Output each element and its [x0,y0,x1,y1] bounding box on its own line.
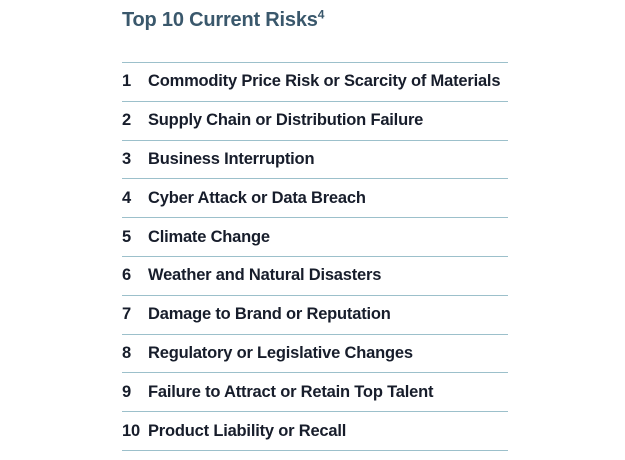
table-row: 6 Weather and Natural Disasters [122,255,508,295]
risk-rank: 8 [122,343,131,362]
table-row: 9 Failure to Attract or Retain Top Talen… [122,372,508,411]
risk-rank: 4 [122,188,131,207]
table-row: 3 Business Interruption [122,139,508,179]
table-row: 1 Commodity Price Risk or Scarcity of Ma… [122,62,508,101]
page-title: Top 10 Current Risks4 [122,8,508,32]
risk-label: Supply Chain or Distribution Failure [148,111,424,130]
risk-label: Commodity Price Risk or Scarcity of Mate… [148,72,501,91]
figure-content: Top 10 Current Risks4 1 Commodity Price … [122,8,508,451]
table-row: 7 Damage to Brand or Reputation [122,294,508,334]
footnote-marker: 4 [317,7,325,22]
table-row: 5 Climate Change [122,217,508,256]
risk-label: Failure to Attract or Retain Top Talent [148,382,434,401]
risk-label: Damage to Brand or Reputation [148,305,391,324]
risk-table: 1 Commodity Price Risk or Scarcity of Ma… [122,62,508,451]
risk-rank: 5 [122,227,131,246]
risk-rank: 3 [122,149,131,168]
risk-label: Regulatory or Legislative Changes [148,343,413,362]
risk-rank: 1 [122,72,131,91]
table-row: 4 Cyber Attack or Data Breach [122,178,508,217]
risk-label: Product Liability or Recall [148,421,347,440]
risk-rank: 6 [122,266,131,285]
risk-rank: 2 [122,111,131,130]
table-row: 10 Product Liability or Recall [122,411,508,450]
risk-label: Climate Change [148,227,270,246]
table-row: 2 Supply Chain or Distribution Failure [122,100,508,140]
risk-label: Business Interruption [148,149,315,168]
table-row: 8 Regulatory or Legislative Changes [122,333,508,373]
risk-rank: 7 [122,305,131,324]
risk-label: Cyber Attack or Data Breach [148,188,366,207]
risk-rank: 9 [122,382,131,401]
risk-label: Weather and Natural Disasters [148,266,382,285]
risk-rank: 10 [122,421,140,440]
page-title-text: Top 10 Current Risks [122,9,318,31]
